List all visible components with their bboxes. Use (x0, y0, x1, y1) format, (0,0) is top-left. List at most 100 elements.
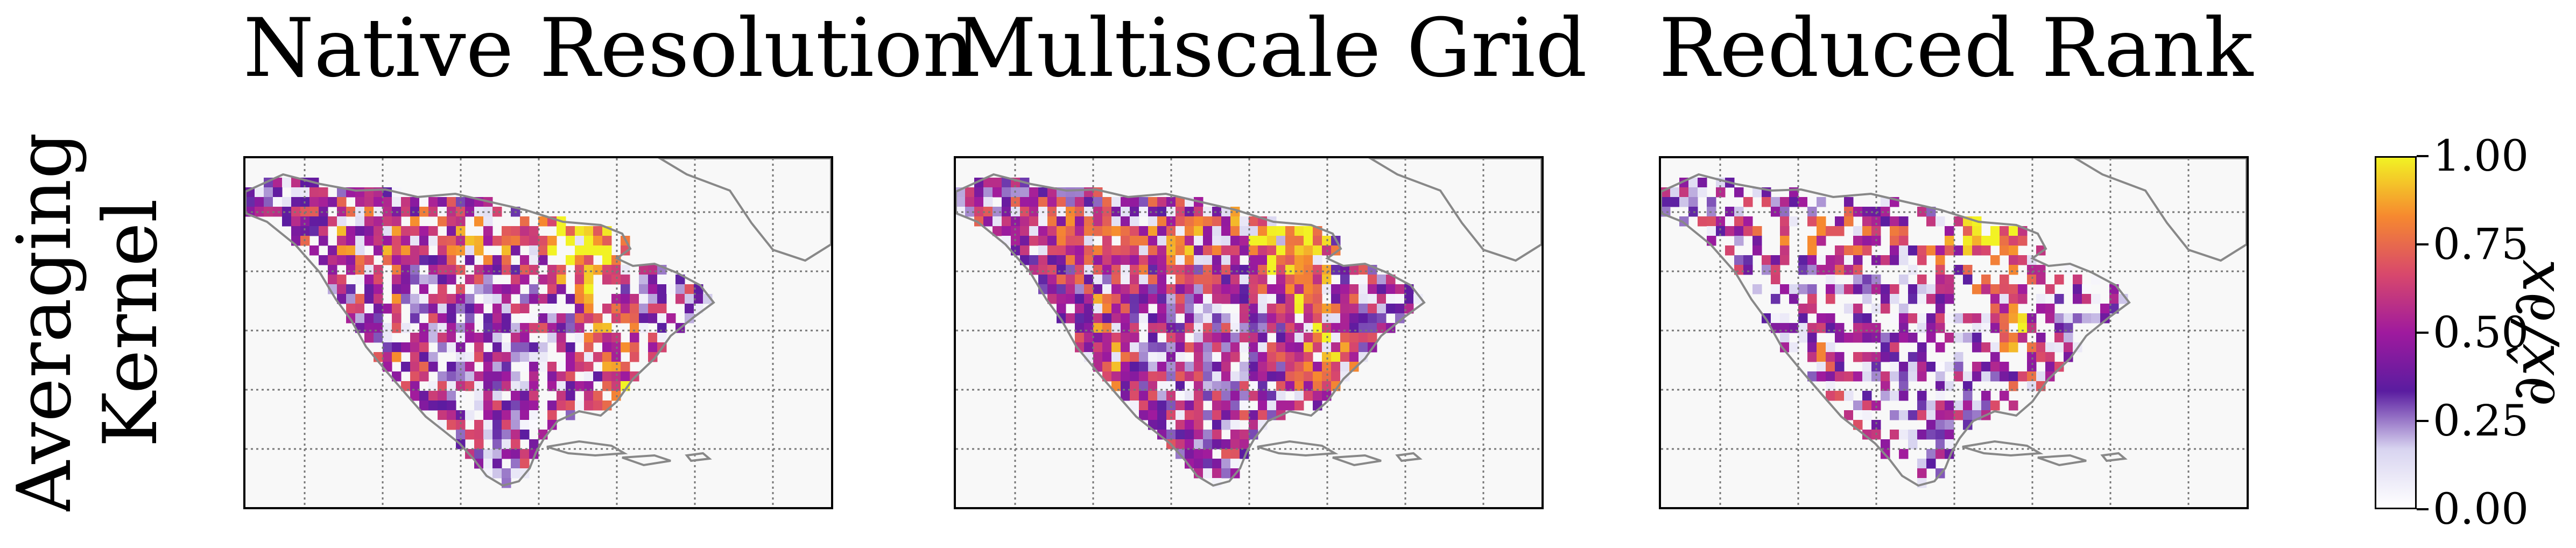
heatmap-cell (1313, 381, 1322, 391)
heatmap-cell (337, 255, 347, 265)
heatmap-cell (1221, 236, 1231, 246)
heatmap-cell (1102, 255, 1112, 265)
heatmap-cell (1075, 275, 1085, 285)
heatmap-cell (538, 362, 548, 372)
heatmap-cell (1917, 294, 1927, 304)
heatmap-cell (483, 449, 493, 459)
heatmap-cell (1139, 236, 1149, 246)
heatmap-cell (1176, 236, 1185, 246)
heatmap-cell (1826, 381, 1835, 391)
heatmap-cell (1917, 342, 1927, 353)
heatmap-cell (520, 313, 530, 324)
heatmap-cell (2054, 333, 2064, 343)
heatmap-cell (474, 352, 484, 362)
heatmap-cell (511, 333, 520, 343)
heatmap-cell (492, 449, 502, 459)
heatmap-cell (639, 313, 649, 324)
heatmap-cell (575, 226, 585, 236)
heatmap-cell (255, 187, 264, 198)
heatmap-cell (1203, 236, 1213, 246)
heatmap-cell (1789, 197, 1799, 207)
heatmap-cell (1121, 362, 1130, 372)
heatmap-cell (1807, 294, 1817, 304)
heatmap-cell (1203, 391, 1213, 401)
heatmap-cell (1075, 207, 1085, 217)
heatmap-cell (1240, 265, 1249, 275)
heatmap-cell (621, 304, 630, 314)
heatmap-cell (1194, 323, 1203, 333)
heatmap-cell (1047, 265, 1057, 275)
heatmap-cell (2100, 313, 2110, 324)
heatmap-cell (2054, 275, 2064, 285)
heatmap-cell (1276, 226, 1286, 236)
heatmap-cell (1780, 216, 1790, 227)
heatmap-cell (1148, 275, 1158, 285)
heatmap-cell (1066, 313, 1075, 324)
heatmap-cell (1926, 323, 1936, 333)
heatmap-cell (1258, 226, 1268, 236)
heatmap-cell (1276, 284, 1286, 294)
heatmap-cell (492, 352, 502, 362)
heatmap-cell (1313, 284, 1322, 294)
heatmap-cell (1294, 255, 1304, 265)
heatmap-cell (1908, 430, 1918, 440)
heatmap-cell (575, 313, 585, 324)
heatmap-cell (1230, 439, 1240, 449)
heatmap-cell (1688, 207, 1698, 217)
heatmap-cell (401, 323, 411, 333)
heatmap-cell (1853, 284, 1863, 294)
heatmap-cell (1176, 255, 1185, 265)
heatmap-cell (1020, 207, 1030, 217)
heatmap-cell (520, 401, 530, 411)
heatmap-cell (364, 197, 374, 207)
heatmap-cell (364, 284, 374, 294)
heatmap-cell (328, 265, 337, 275)
heatmap-cell (1899, 313, 1909, 324)
heatmap-cell (1102, 333, 1112, 343)
heatmap-cell (529, 371, 539, 382)
heatmap-cell (374, 284, 383, 294)
heatmap-cell (1917, 207, 1927, 217)
heatmap-cell (1890, 216, 1899, 227)
heatmap-cell (1139, 371, 1149, 382)
heatmap-cell (1130, 255, 1139, 265)
heatmap-cell (584, 381, 594, 391)
heatmap-cell (1890, 236, 1899, 246)
heatmap-cell (2009, 284, 2018, 294)
heatmap-cell (2009, 304, 2018, 314)
heatmap-cell (2036, 333, 2046, 343)
heatmap-cell (1294, 245, 1304, 256)
heatmap-cell (566, 294, 575, 304)
heatmap-cell (1230, 333, 1240, 343)
heatmap-cell (337, 284, 347, 294)
heatmap-cell (502, 323, 511, 333)
heatmap-cell (502, 381, 511, 391)
heatmap-cell (1157, 391, 1167, 401)
heatmap-cell (2082, 284, 2092, 294)
heatmap-cell (1258, 304, 1268, 314)
heatmap-cell (1285, 255, 1295, 265)
heatmap-cell (1230, 284, 1240, 294)
heatmap-cell (465, 333, 475, 343)
heatmap-cell (1890, 294, 1899, 304)
heatmap-cell (584, 401, 594, 411)
heatmap-cell (419, 197, 429, 207)
heatmap-cell (1835, 255, 1845, 265)
heatmap-cell (502, 439, 511, 449)
heatmap-cell (1111, 294, 1121, 304)
heatmap-cell (1139, 207, 1149, 217)
heatmap-cell (1029, 187, 1039, 198)
heatmap-cell (428, 362, 438, 372)
heatmap-cell (1249, 362, 1258, 372)
heatmap-cell (1826, 255, 1835, 265)
heatmap-cell (1194, 304, 1203, 314)
heatmap-cell (1285, 362, 1295, 372)
heatmap-cell (410, 294, 420, 304)
heatmap-cell (410, 371, 420, 382)
heatmap-cell (1817, 371, 1826, 382)
heatmap-cell (1166, 323, 1176, 333)
heatmap-cell (1276, 333, 1286, 343)
heatmap-cell (456, 352, 466, 362)
heatmap-cell (2054, 313, 2064, 324)
heatmap-cell (1917, 313, 1927, 324)
